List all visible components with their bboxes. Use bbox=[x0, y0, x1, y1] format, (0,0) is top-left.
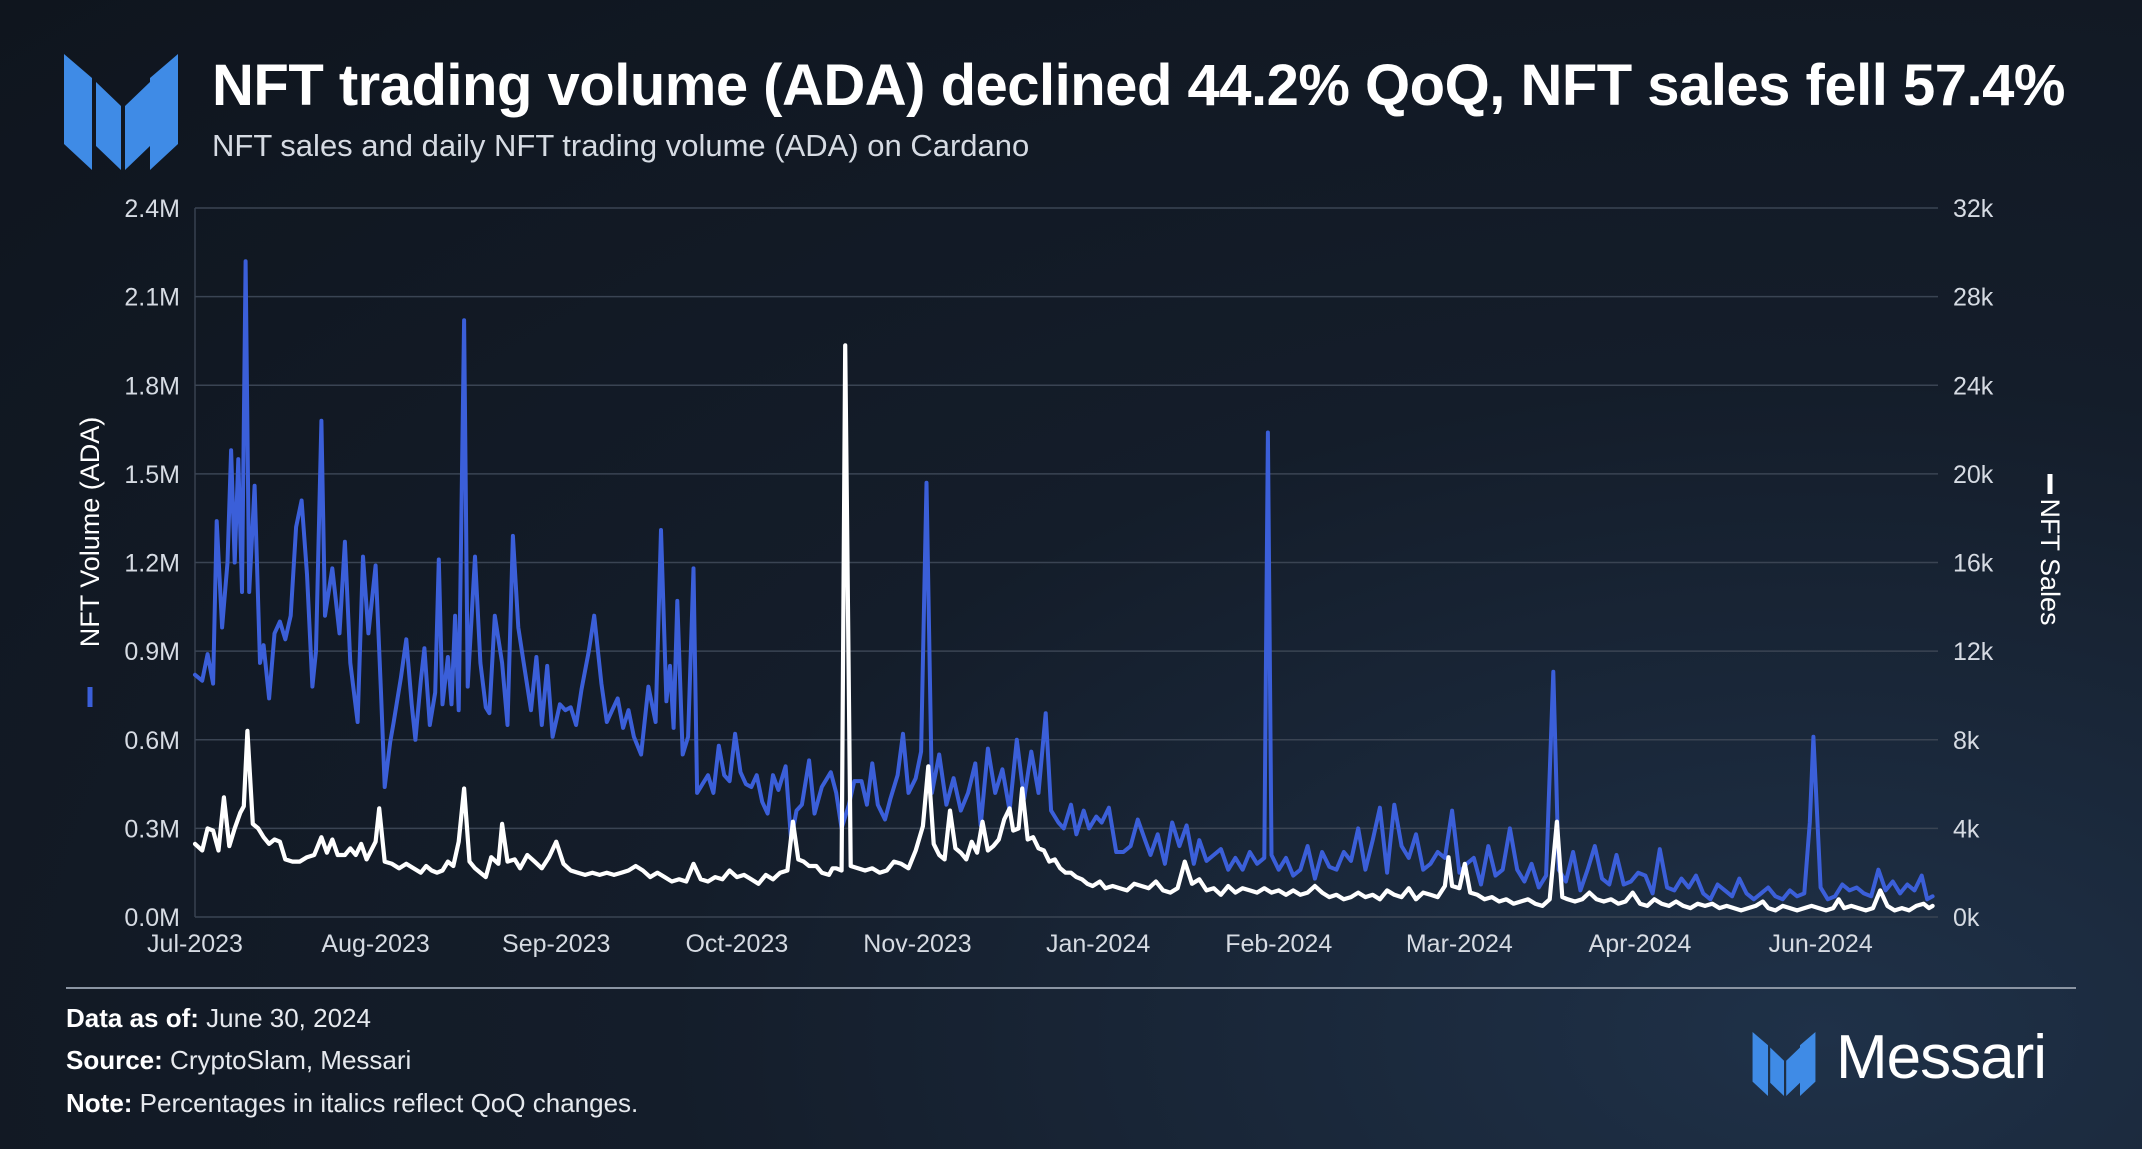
brand-lockup: Messari bbox=[1752, 1023, 2082, 1096]
footnote-note-label: Note: bbox=[66, 1088, 133, 1118]
y-left-tick-label: 1.5M bbox=[124, 461, 180, 489]
y-left-axis-title: NFT Volume (ADA) bbox=[75, 417, 105, 648]
x-tick-label: Jul-2023 bbox=[147, 930, 243, 958]
y-right-tick-label: 4k bbox=[1953, 815, 1980, 843]
y-right-tick-label: 20k bbox=[1953, 461, 1994, 489]
y-left-tick-label: 0.0M bbox=[124, 904, 180, 932]
x-tick-label: Nov-2023 bbox=[863, 930, 971, 958]
messari-logo-icon bbox=[64, 54, 178, 170]
y-left-tick-label: 2.1M bbox=[124, 284, 180, 312]
x-tick-label: Aug-2023 bbox=[321, 930, 429, 958]
x-tick-label: Jun-2024 bbox=[1768, 930, 1872, 958]
x-tick-label: Mar-2024 bbox=[1406, 930, 1513, 958]
y-right-tick-label: 28k bbox=[1953, 284, 1994, 312]
series-line-sales bbox=[192, 343, 1935, 913]
footnote-source: Source: CryptoSlam, Messari bbox=[66, 1045, 411, 1076]
footer-divider bbox=[66, 987, 2076, 989]
y-right-tick-label: 24k bbox=[1953, 372, 1994, 400]
y-left-tick-label: 1.2M bbox=[124, 550, 180, 578]
series-line-volume bbox=[193, 259, 1935, 902]
footnote-source-value: CryptoSlam, Messari bbox=[170, 1045, 412, 1075]
y-left-tick-label: 0.6M bbox=[124, 727, 180, 755]
footnote-data-as-of: Data as of: June 30, 2024 bbox=[66, 1003, 371, 1034]
y-right-tick-label: 12k bbox=[1953, 638, 1994, 666]
chart-subtitle: NFT sales and daily NFT trading volume (… bbox=[212, 128, 1030, 163]
y-left-axis-title-group: NFT Volume (ADA) bbox=[75, 417, 105, 707]
y-right-tick-label: 32k bbox=[1953, 195, 1994, 223]
x-tick-label: Feb-2024 bbox=[1225, 930, 1332, 958]
footnote-data-as-of-label: Data as of: bbox=[66, 1003, 199, 1033]
y-right-tick-label: 8k bbox=[1953, 727, 1980, 755]
y-right-tick-label: 16k bbox=[1953, 550, 1994, 578]
x-tick-label: Jan-2024 bbox=[1046, 930, 1150, 958]
chart-title: NFT trading volume (ADA) declined 44.2% … bbox=[212, 53, 2065, 118]
y-right-axis-title-group: NFT Sales bbox=[2035, 474, 2065, 626]
y-left-tick-label: 1.8M bbox=[124, 372, 180, 400]
chart: 0.0M 0.3M 0.6M 0.9M 1.2M 1.5M 1.8M 2.1M 2.4M 0k 4k… bbox=[75, 195, 2065, 958]
footnote-source-label: Source: bbox=[66, 1045, 163, 1075]
x-tick-label: Sep-2023 bbox=[502, 930, 610, 958]
x-tick-label: Apr-2024 bbox=[1589, 930, 1692, 958]
y-left-tick-label: 2.4M bbox=[124, 195, 180, 223]
y-right-tick-label: 0k bbox=[1953, 904, 1980, 932]
footnote-data-as-of-value: June 30, 2024 bbox=[206, 1003, 371, 1033]
y-right-axis-title: NFT Sales bbox=[2035, 498, 2065, 625]
brand-name: Messari bbox=[1836, 1023, 2047, 1092]
footnote-note: Note: Percentages in italics reflect QoQ… bbox=[66, 1088, 638, 1119]
x-tick-label: Oct-2023 bbox=[685, 930, 788, 958]
messari-brand-icon bbox=[1752, 1032, 1816, 1096]
footnote-note-value: Percentages in italics reflect QoQ chang… bbox=[139, 1088, 639, 1118]
y-left-tick-label: 0.9M bbox=[124, 638, 180, 666]
y-left-tick-label: 0.3M bbox=[124, 815, 180, 843]
